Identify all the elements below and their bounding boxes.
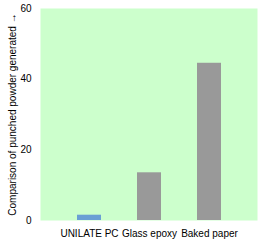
svg-text:0: 0 [26,215,32,226]
svg-text:20: 20 [20,144,32,155]
svg-text:40: 40 [20,73,32,84]
svg-text:Baked paper: Baked paper [181,228,238,239]
svg-text:Glass epoxy: Glass epoxy [122,228,177,239]
svg-text:Comparison of punched powder g: Comparison of punched powder generated → [7,13,18,215]
svg-text:UNILATE PC: UNILATE PC [60,228,118,239]
svg-text:60: 60 [20,3,32,14]
